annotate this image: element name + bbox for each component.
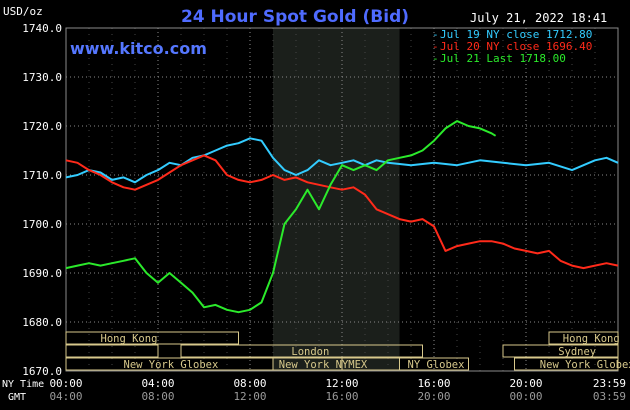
session-box xyxy=(180,344,423,358)
session-sydney: Sydney xyxy=(502,344,619,358)
session-london: London xyxy=(180,344,423,358)
chart-timestamp: July 21, 2022 18:41 xyxy=(470,11,607,25)
session-label: New York Globex xyxy=(124,359,219,371)
x-tick-label-gmt: 08:00 xyxy=(141,390,174,403)
y-tick-label: 1680.0 xyxy=(22,316,62,329)
session-box xyxy=(514,357,619,371)
y-tick-label: 1720.0 xyxy=(22,120,62,133)
x-tick-label-ny: 23:59 xyxy=(593,377,626,390)
legend-dash-jul19: - xyxy=(432,28,439,41)
x-tick-label-ny: 00:00 xyxy=(49,377,82,390)
session-box xyxy=(65,331,239,345)
x-tick-label-ny: 12:00 xyxy=(325,377,358,390)
x-tick-label-gmt: 04:00 xyxy=(49,390,82,403)
chart-grid xyxy=(65,27,619,372)
legend-jul21: Jul 21 Last 1718.00 xyxy=(440,52,566,65)
session-label: Sydney xyxy=(558,346,596,358)
session-label: Hong Kong xyxy=(563,333,620,345)
x-tick-label-ny: 04:00 xyxy=(141,377,174,390)
x-tick-label-ny: 08:00 xyxy=(233,377,266,390)
session-box xyxy=(65,344,159,358)
x-tick-label-gmt: 00:00 xyxy=(509,390,542,403)
y-axis-ticks: 1670.0 1680.0 1690.0 1700.0 1710.0 1720.0 1730… xyxy=(22,22,62,378)
session-hong-kong: Hong Kong xyxy=(65,331,239,345)
x-tick-label-gmt: 20:00 xyxy=(417,390,450,403)
y-tick-label: 1710.0 xyxy=(22,169,62,182)
plot-frame xyxy=(65,27,619,372)
session-box xyxy=(548,331,619,345)
x-tick-label-gmt: 12:00 xyxy=(233,390,266,403)
y-tick-label: 1730.0 xyxy=(22,71,62,84)
x-tick-label-gmt: 03:59 xyxy=(593,390,626,403)
unit-label: USD/oz xyxy=(3,5,43,18)
y-tick-label: 1700.0 xyxy=(22,218,62,231)
session-label: NY Globex xyxy=(408,359,465,371)
x-tick-label-ny: 16:00 xyxy=(417,377,450,390)
session-hk-continued xyxy=(65,344,159,358)
x-tick-label-gmt: 16:00 xyxy=(325,390,358,403)
x-axis-ticks: 00:0004:0004:0008:0008:0012:0012:0016:00… xyxy=(49,377,626,403)
session-ny-globex-short: NY Globex xyxy=(399,357,469,371)
chart-title: 24 Hour Spot Gold (Bid) xyxy=(181,7,409,27)
series-line-2 xyxy=(65,120,497,314)
series-line-1 xyxy=(65,154,619,270)
legend-dash-jul20: - xyxy=(432,40,439,53)
session-ny-globex-early: New York Globex xyxy=(65,357,343,371)
session-label: London xyxy=(291,346,329,358)
session-label: New York Globex xyxy=(540,359,630,371)
session-box xyxy=(65,357,343,371)
y-tick-label: 1690.0 xyxy=(22,267,62,280)
session-label: Hong Kong xyxy=(101,333,158,345)
session-box xyxy=(399,357,469,371)
series-lines xyxy=(65,120,619,314)
series-line-0 xyxy=(65,137,619,184)
legend-jul19: Jul 19 NY close 1712.80 xyxy=(440,28,592,41)
ny-time-label: NY Time xyxy=(2,379,44,390)
nymex-session-shade xyxy=(273,28,400,371)
gmt-label: GMT xyxy=(8,392,26,403)
session-ny-globex-late: New York Globex xyxy=(514,357,630,371)
chart-legend: Jul 19 NY close 1712.80 Jul 20 NY close … xyxy=(432,28,592,65)
x-tick-label-ny: 20:00 xyxy=(509,377,542,390)
legend-dash-jul21: - xyxy=(432,52,439,65)
brand-link[interactable]: www.kitco.com xyxy=(70,39,207,58)
y-tick-label: 1740.0 xyxy=(22,22,62,35)
legend-jul20: Jul 20 NY close 1696.40 xyxy=(440,40,592,53)
session-label: New York NYMEX xyxy=(279,359,368,371)
session-hong-kong-late: Hong Kong xyxy=(548,331,620,345)
y-tick-label: 1670.0 xyxy=(22,365,62,378)
session-box xyxy=(502,344,619,358)
